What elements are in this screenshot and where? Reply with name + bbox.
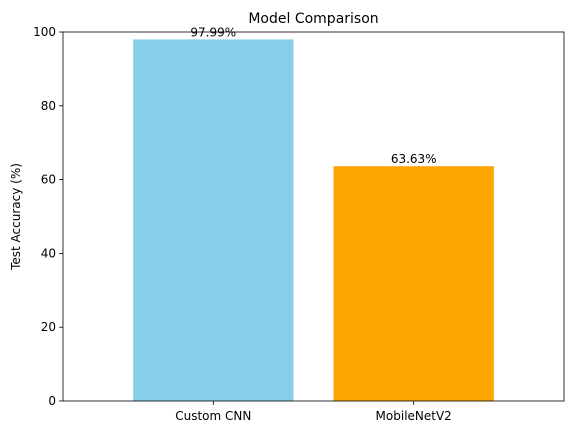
bars-group bbox=[133, 39, 494, 401]
bar-0 bbox=[133, 39, 294, 401]
bar-1 bbox=[333, 166, 494, 401]
chart-title: Model Comparison bbox=[248, 11, 378, 27]
x-axis-ticks: Custom CNN MobileNetV2 bbox=[175, 401, 452, 423]
y-tick-label-5: 100 bbox=[33, 25, 56, 39]
bar-value-label-0: 97.99% bbox=[190, 25, 236, 39]
bar-value-label-1: 63.63% bbox=[391, 152, 437, 166]
data-labels-group: 97.99% 63.63% bbox=[190, 25, 436, 166]
x-tick-label-0: Custom CNN bbox=[175, 409, 251, 423]
y-axis-label: Test Accuracy (%) bbox=[9, 163, 23, 271]
y-tick-label-2: 40 bbox=[41, 246, 56, 260]
y-tick-label-3: 60 bbox=[41, 173, 56, 187]
plot-frame bbox=[62, 31, 565, 402]
y-tick-label-0: 0 bbox=[48, 394, 56, 408]
y-tick-label-1: 20 bbox=[41, 320, 56, 334]
y-axis-ticks: 0 20 40 60 80 100 bbox=[33, 25, 63, 408]
y-tick-label-4: 80 bbox=[41, 99, 56, 113]
x-tick-label-1: MobileNetV2 bbox=[376, 409, 452, 423]
